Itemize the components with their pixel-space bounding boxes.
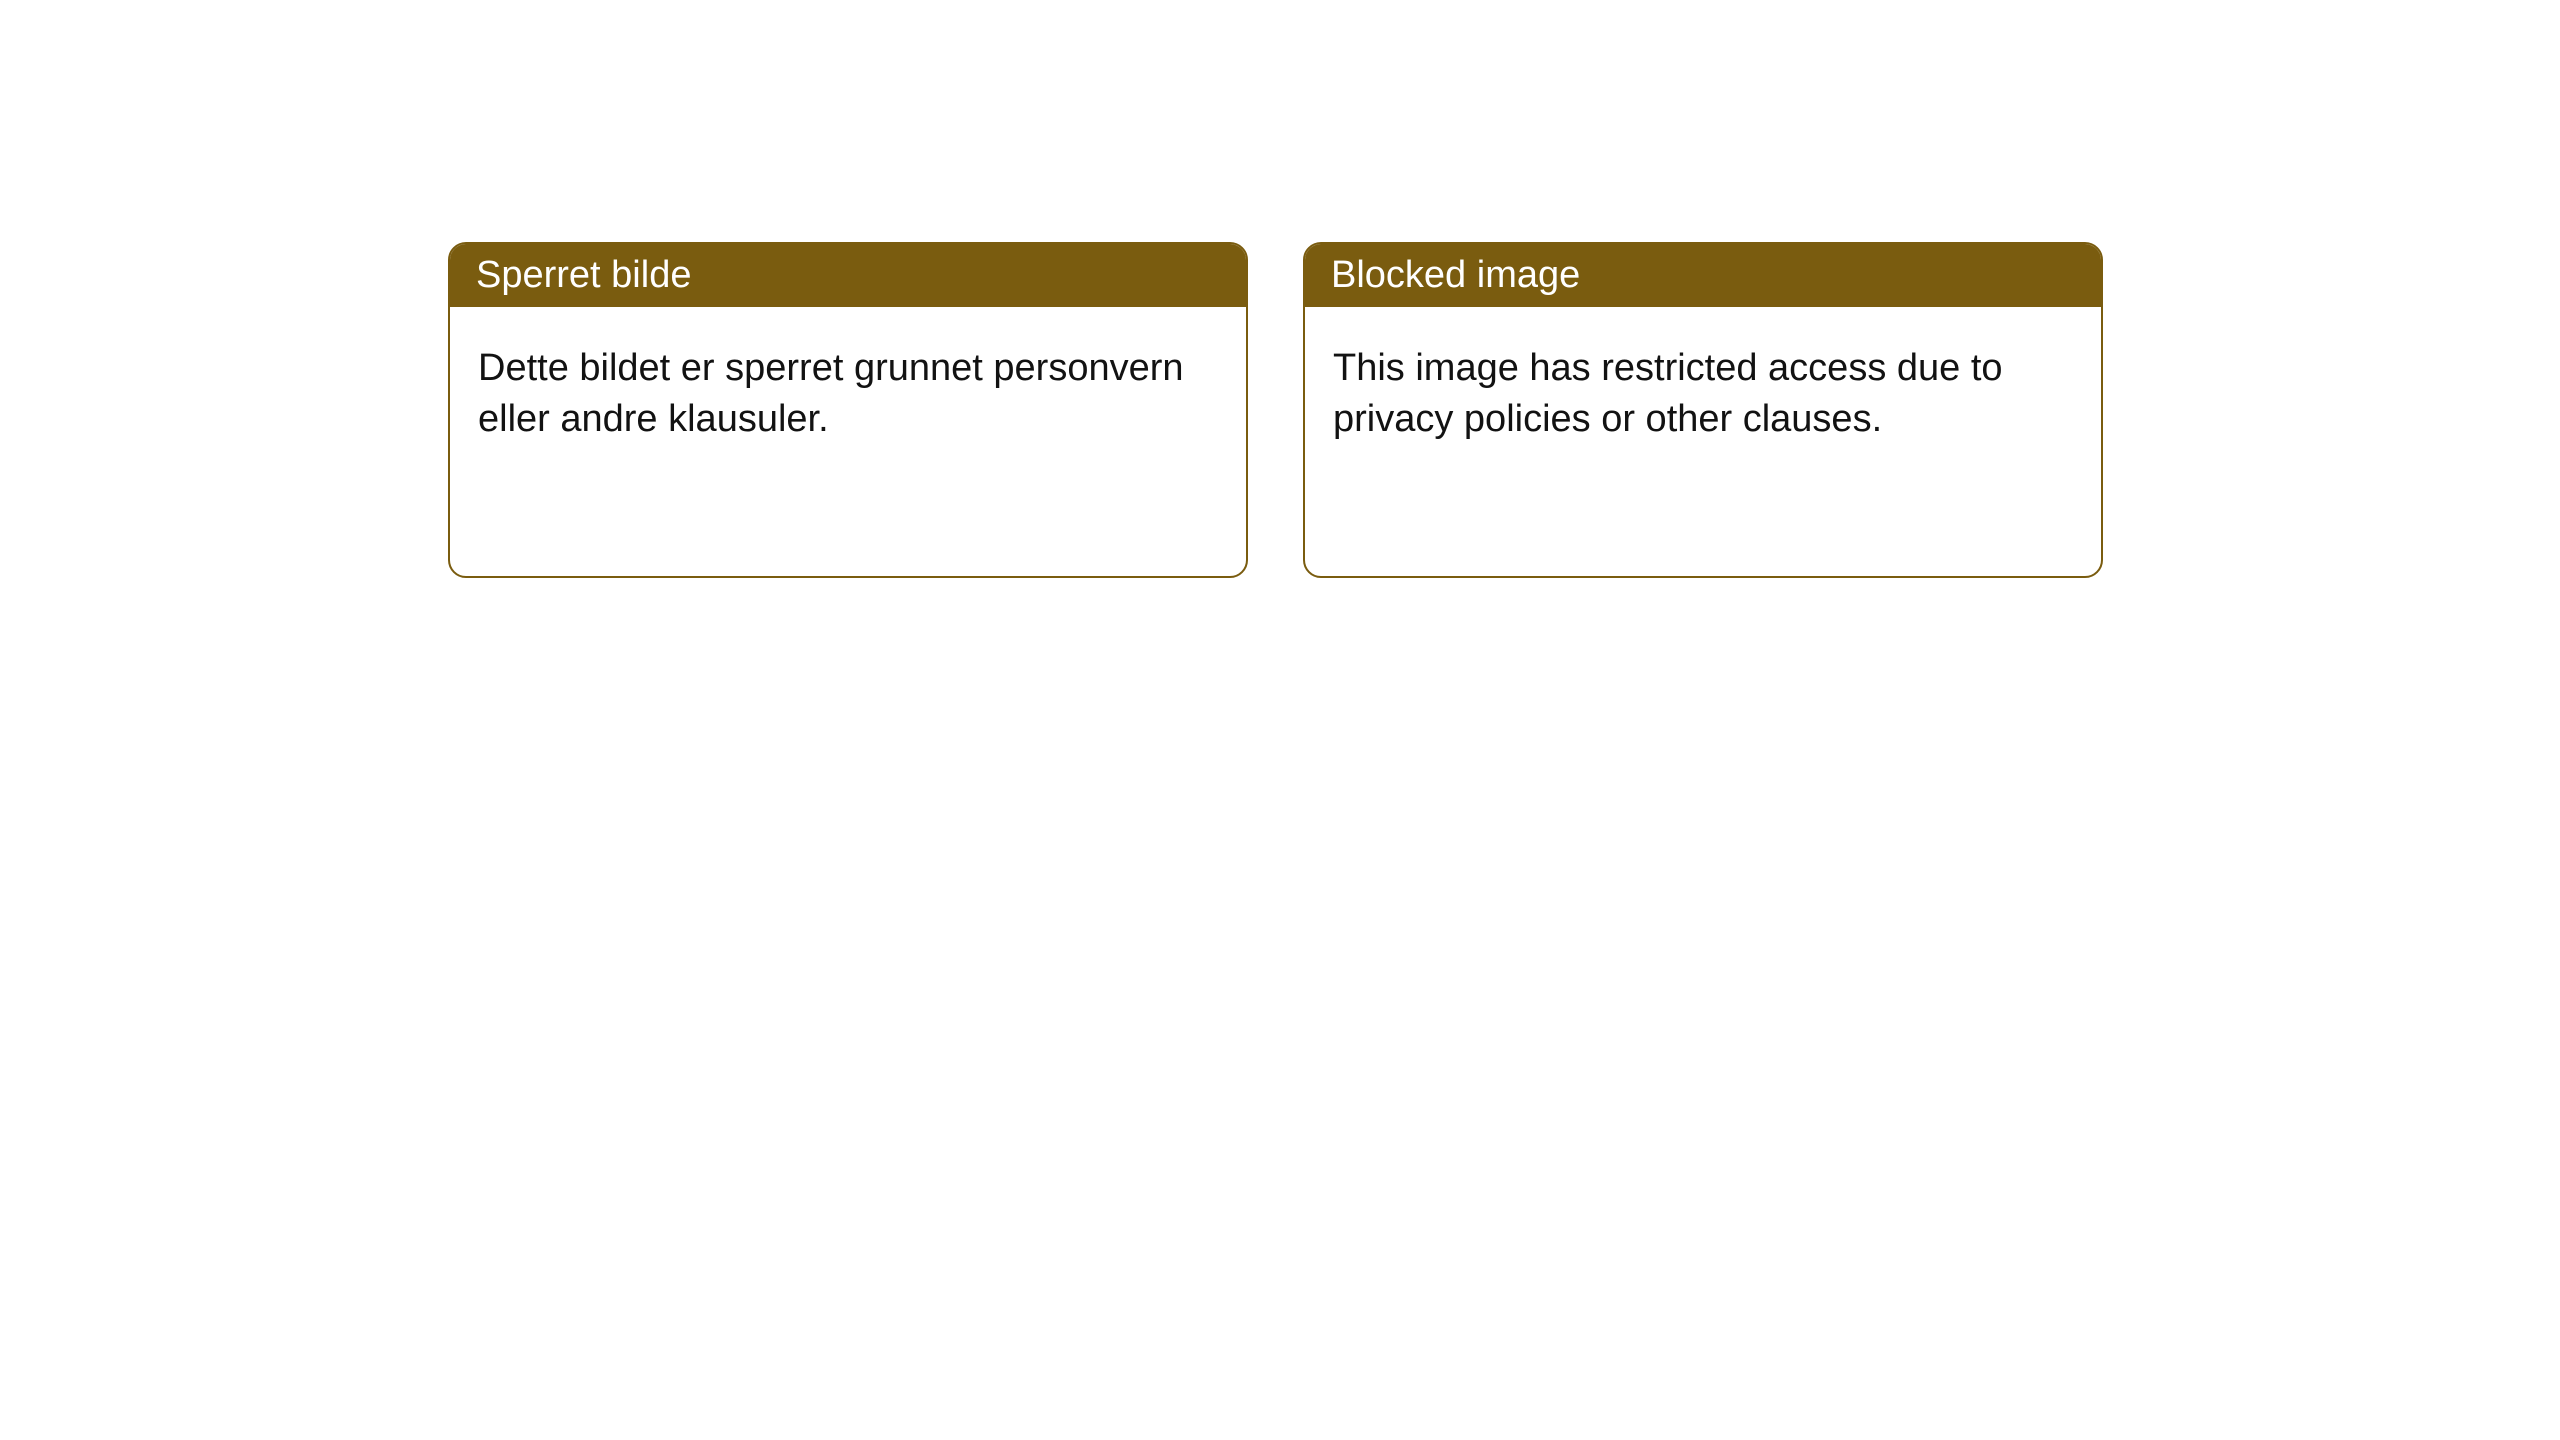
- notice-text-norwegian: Dette bildet er sperret grunnet personve…: [478, 347, 1184, 440]
- notice-body-norwegian: Dette bildet er sperret grunnet personve…: [450, 307, 1246, 482]
- notice-card-english: Blocked image This image has restricted …: [1303, 242, 2103, 578]
- notice-title-english: Blocked image: [1331, 254, 1580, 296]
- notice-header-english: Blocked image: [1305, 244, 2101, 307]
- notice-header-norwegian: Sperret bilde: [450, 244, 1246, 307]
- notice-text-english: This image has restricted access due to …: [1333, 347, 2003, 440]
- notice-container: Sperret bilde Dette bildet er sperret gr…: [0, 0, 2560, 578]
- notice-card-norwegian: Sperret bilde Dette bildet er sperret gr…: [448, 242, 1248, 578]
- notice-title-norwegian: Sperret bilde: [476, 254, 691, 296]
- notice-body-english: This image has restricted access due to …: [1305, 307, 2101, 482]
